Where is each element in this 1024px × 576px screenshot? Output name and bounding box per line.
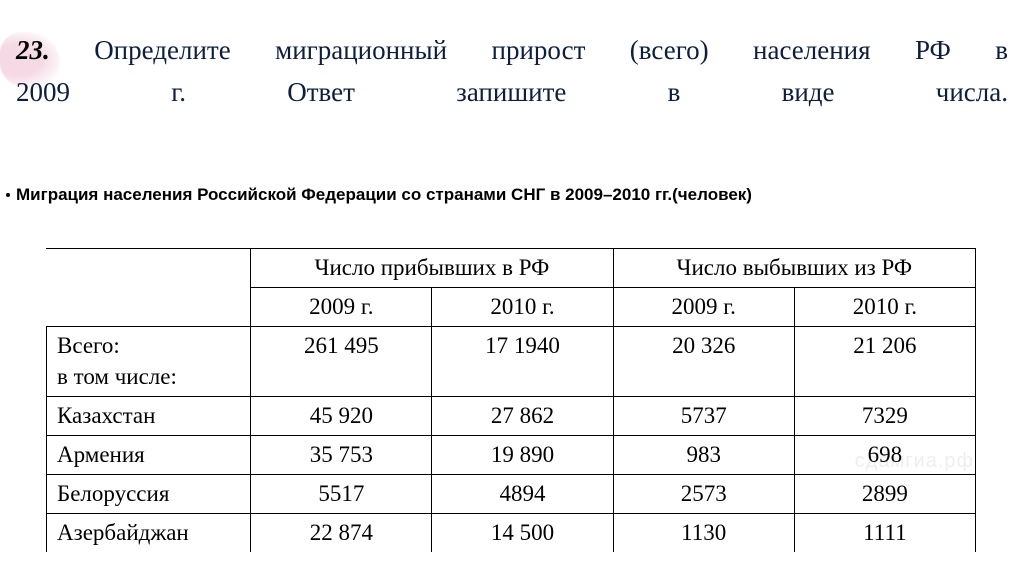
table-row: Всего: в том числе: 261 495 17 1940 20 3… [47, 327, 976, 397]
header-departed-2010: 2010 г. [794, 288, 975, 327]
header-departed: Число выбывших из РФ [613, 249, 975, 288]
row-label: Белоруссия [47, 475, 251, 514]
cell: 2573 [613, 475, 794, 514]
bullet-icon [6, 193, 10, 197]
cell: 983 [613, 436, 794, 475]
row-label: Армения [47, 436, 251, 475]
table-row: Казахстан 45 920 27 862 5737 7329 [47, 397, 976, 436]
cell: 1130 [613, 514, 794, 553]
header-departed-2009: 2009 г. [613, 288, 794, 327]
cell: 45 920 [251, 397, 432, 436]
cell: 7329 [794, 397, 975, 436]
cell: 698 [794, 436, 975, 475]
question-line2: 2009 г. Ответ запишите в виде числа. [16, 77, 1008, 107]
cell: 35 753 [251, 436, 432, 475]
cell: 261 495 [251, 327, 432, 397]
header-arrived: Число прибывших в РФ [251, 249, 613, 288]
question-number: 23. [16, 35, 50, 65]
row-label: Азербайджан [47, 514, 251, 553]
cell: 17 1940 [432, 327, 613, 397]
cell: 20 326 [613, 327, 794, 397]
question-line1: Определите миграционный прирост (всего) … [94, 35, 1008, 65]
cell: 27 862 [432, 397, 613, 436]
table-header-row-1: Число прибывших в РФ Число выбывших из Р… [47, 249, 976, 288]
table-row: Белоруссия 5517 4894 2573 2899 [47, 475, 976, 514]
table-row: Армения 35 753 19 890 983 698 [47, 436, 976, 475]
header-empty [47, 249, 251, 327]
header-arrived-2009: 2009 г. [251, 288, 432, 327]
table-caption: Миграция населения Российской Федерации … [16, 185, 752, 205]
cell: 14 500 [432, 514, 613, 553]
cell: 5517 [251, 475, 432, 514]
cell: 4894 [432, 475, 613, 514]
cell: 2899 [794, 475, 975, 514]
table-row: Азербайджан 22 874 14 500 1130 1111 [47, 514, 976, 553]
migration-table: Число прибывших в РФ Число выбывших из Р… [46, 248, 976, 553]
row-label: Всего: в том числе: [47, 327, 251, 397]
row-label-line2: в том числе: [57, 364, 177, 389]
row-label-line1: Всего: [57, 333, 120, 358]
cell: 1111 [794, 514, 975, 553]
header-arrived-2010: 2010 г. [432, 288, 613, 327]
cell: 22 874 [251, 514, 432, 553]
question-text: 23. Определите миграционный прирост (все… [16, 30, 1008, 114]
cell: 21 206 [794, 327, 975, 397]
cell: 5737 [613, 397, 794, 436]
row-label: Казахстан [47, 397, 251, 436]
cell: 19 890 [432, 436, 613, 475]
